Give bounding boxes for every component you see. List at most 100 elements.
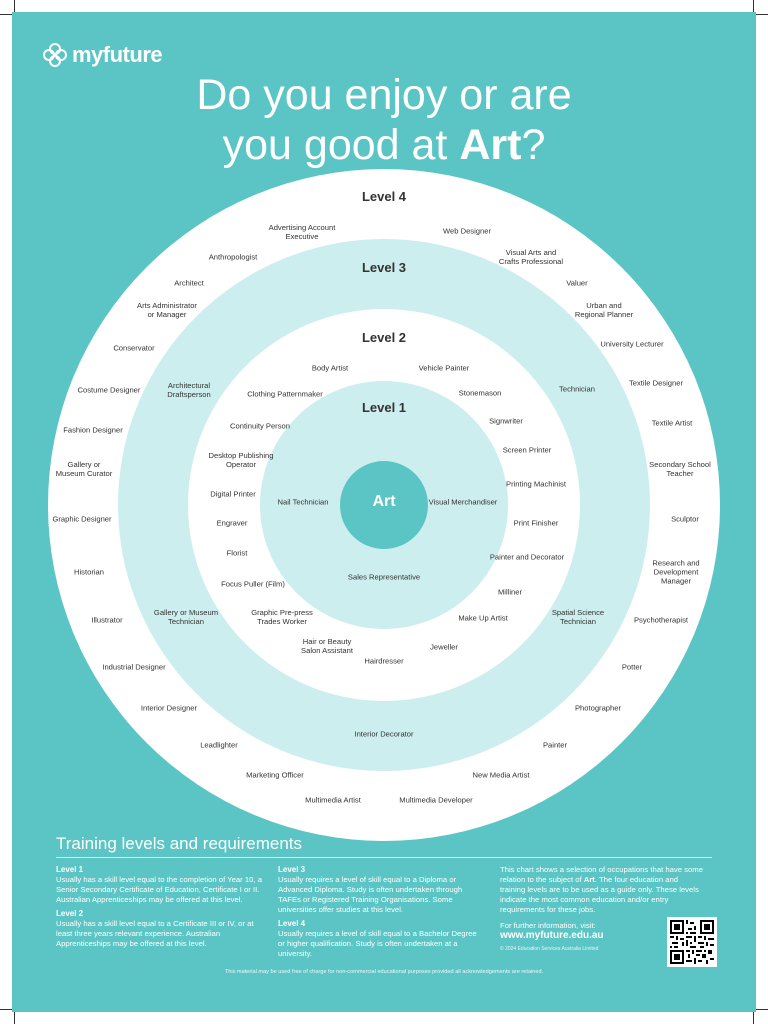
occupation: Spatial Science Technician [551,608,605,626]
divider [56,857,712,858]
crop-mark-top-left [0,0,15,15]
level-4-heading: Level 4 [278,919,306,928]
occupation: Stonemason [458,388,502,398]
page-title: Do you enjoy or are you good at Art? [12,70,756,170]
career-wheel [48,169,720,841]
occupation: Painter and Decorator [489,552,565,562]
website-link[interactable]: www.myfuture.edu.au [500,930,604,941]
flower-icon [43,43,67,67]
occupation: Multimedia Artist [305,795,361,805]
level-4-label: Level 4 [361,189,407,204]
center-circle [340,461,428,549]
title-suffix: ? [521,121,546,169]
title-subject: Art [459,121,522,169]
occupation: Arts Administrator or Manager [137,301,197,319]
level-2-label: Level 2 [361,330,407,345]
title-line-2: you good at [222,121,460,169]
copyright-text: © 2024 Education Services Australia Limi… [500,946,599,952]
occupation: Valuer [566,278,588,288]
occupation: Make Up Artist [458,613,508,623]
occupation: Hair or Beauty Salon Assistant [301,637,353,655]
occupation: Urban and Regional Planner [574,301,634,319]
occupation: Technician [559,384,595,394]
occupation: Interior Decorator [354,729,414,739]
occupation: New Media Artist [472,770,530,780]
occupation: Continuity Person [230,421,290,431]
occupation: Fashion Designer [63,425,123,435]
occupation: Jeweller [430,642,458,652]
title-line-1: Do you enjoy or are [196,71,572,119]
center-subject: Art [372,493,396,510]
occupation: Costume Designer [77,385,141,395]
chart-note-subject: Art [583,875,595,884]
occupation: Marketing Officer [246,770,304,780]
disclaimer: This material may be used free of charge… [224,969,544,975]
occupation: Sales Representative [347,572,421,582]
training-column-3: This chart shows a selection of occupati… [500,865,705,954]
chart-note-post: . The four education and training levels… [500,875,699,914]
visit-label: For further information, visit: [500,921,596,930]
occupation: Nail Technician [277,497,329,507]
occupation: Clothing Patternmaker [247,389,323,399]
level-2-text: Usually has a skill level equal to a Cer… [56,919,254,948]
training-heading: Training levels and requirements [56,834,302,853]
occupation: Architect [174,278,204,288]
occupation: Painter [542,740,568,750]
occupation: Graphic Designer [52,514,112,524]
occupation: Textile Artist [651,418,693,428]
training-column-1: Level 1 Usually has a skill level equal … [56,865,262,953]
level-3-label: Level 3 [361,260,407,275]
occupation: Psychotherapist [633,615,689,625]
occupation: Advertising Account Executive [268,223,336,241]
occupation: Signwriter [489,416,523,426]
level-2-heading: Level 2 [56,909,84,918]
occupation: Sculptor [671,514,699,524]
occupation: Leadlighter [200,740,238,750]
level-1-text: Usually has a skill level equal to the c… [56,875,262,904]
occupation: Research and Development Manager [652,558,700,586]
occupation: Gallery or Museum Technician [153,608,219,626]
occupation: Conservator [113,343,155,353]
occupation: Illustrator [91,615,123,625]
level-1-label: Level 1 [361,400,407,415]
occupation: Digital Printer [210,489,256,499]
occupation: Printing Machinist [506,479,566,489]
occupation: Interior Designer [140,703,198,713]
occupation: Secondary School Teacher [649,460,711,478]
occupation: Multimedia Developer [399,795,473,805]
occupation: Potter [621,662,643,672]
occupation: Engraver [216,518,248,528]
occupation: Focus Puller (Film) [221,579,285,589]
chart-note-pre: This chart shows a selection of occupati… [500,865,703,884]
occupation: University Lecturer [600,339,664,349]
occupation: Historian [74,567,104,577]
level-1-heading: Level 1 [56,865,84,874]
occupation: Visual Merchandiser [428,497,498,507]
level-3-text: Usually requires a level of skill equal … [278,875,463,914]
occupation: Architectural Draftsperson [167,381,211,399]
brand-name: myfuture [72,42,163,67]
occupation: Screen Printer [502,445,552,455]
occupation: Textile Designer [628,378,684,388]
occupation: Visual Arts and Crafts Professional [498,248,564,266]
level-3-heading: Level 3 [278,865,306,874]
qr-code-icon[interactable] [667,917,717,967]
crop-mark-bottom-left [0,1009,15,1024]
crop-mark-bottom-right [753,1009,768,1024]
occupation: Graphic Pre-press Trades Worker [251,608,313,626]
occupation: Industrial Designer [102,662,166,672]
occupation: Hairdresser [364,656,404,666]
occupation: Vehicle Painter [418,363,470,373]
occupation: Body Artist [311,363,349,373]
occupation: Print Finisher [513,518,559,528]
occupation: Anthropologist [208,252,258,262]
occupation: Milliner [497,587,523,597]
chart-note: This chart shows a selection of occupati… [500,865,705,915]
occupation: Gallery or Museum Curator [55,460,113,478]
poster: myfuture Do you enjoy or are you good at… [12,12,756,1012]
level-4-text: Usually requires a level of skill equal … [278,929,477,958]
occupation: Desktop Publishing Operator [208,451,274,469]
myfuture-logo[interactable]: myfuture [42,40,163,70]
occupation: Photographer [574,703,622,713]
occupation: Web Designer [443,226,491,236]
